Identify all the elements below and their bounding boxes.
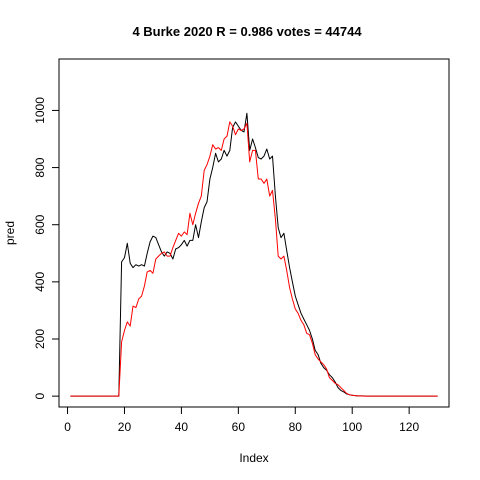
x-axis: 0 20 40 60 80 100 120: [64, 406, 419, 434]
y-axis-label: pred: [3, 221, 17, 245]
plot-frame: [58, 58, 450, 408]
y-tick-label: 0: [33, 392, 47, 399]
x-axis-label: Index: [239, 451, 268, 465]
y-tick-label: 600: [33, 214, 47, 234]
series-1-line: [70, 112, 438, 397]
series-2-line: [70, 121, 438, 397]
x-tick-label: 40: [175, 420, 189, 434]
y-tick-label: 1000: [33, 97, 47, 124]
y-tick-label: 800: [33, 157, 47, 177]
x-tick-label: 60: [232, 420, 246, 434]
y-tick-label: 400: [33, 272, 47, 292]
y-axis: 0 200 400 600 800 1000: [33, 97, 60, 399]
x-tick-label: 120: [399, 420, 419, 434]
x-tick-label: 80: [289, 420, 303, 434]
x-tick-label: 0: [64, 420, 71, 434]
y-tick-label: 200: [33, 329, 47, 349]
x-tick-label: 20: [118, 420, 132, 434]
chart-title: 4 Burke 2020 R = 0.986 votes = 44744: [132, 24, 362, 39]
series-layer: [70, 112, 438, 397]
x-tick-label: 100: [342, 420, 362, 434]
